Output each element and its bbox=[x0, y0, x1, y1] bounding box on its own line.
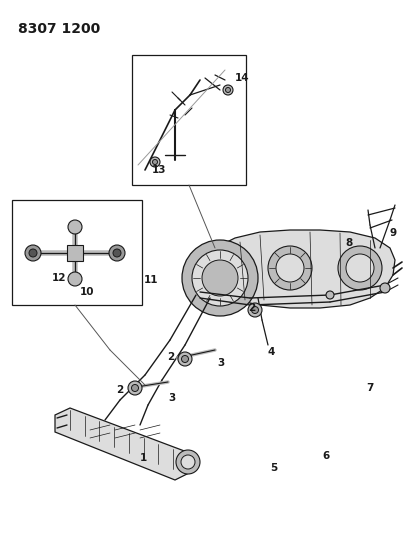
Circle shape bbox=[25, 245, 41, 261]
Circle shape bbox=[178, 352, 191, 366]
Text: 4: 4 bbox=[267, 347, 275, 357]
Text: 5: 5 bbox=[270, 463, 276, 473]
Text: 2: 2 bbox=[166, 352, 174, 362]
Circle shape bbox=[29, 249, 37, 257]
Polygon shape bbox=[184, 230, 394, 308]
Bar bbox=[132, 55, 245, 185]
Circle shape bbox=[275, 254, 303, 282]
Text: 2: 2 bbox=[247, 303, 255, 313]
Text: 10: 10 bbox=[80, 287, 94, 297]
Circle shape bbox=[175, 450, 200, 474]
Circle shape bbox=[325, 291, 333, 299]
Text: 9: 9 bbox=[389, 228, 396, 238]
Text: 12: 12 bbox=[52, 273, 66, 283]
Circle shape bbox=[182, 240, 257, 316]
Circle shape bbox=[128, 381, 142, 395]
Circle shape bbox=[247, 303, 261, 317]
Text: 1: 1 bbox=[139, 453, 147, 463]
Text: 8: 8 bbox=[344, 238, 351, 248]
Circle shape bbox=[109, 245, 125, 261]
Circle shape bbox=[68, 272, 82, 286]
Text: 3: 3 bbox=[216, 358, 224, 368]
Circle shape bbox=[152, 159, 157, 165]
Circle shape bbox=[202, 260, 237, 296]
Circle shape bbox=[225, 87, 230, 93]
Circle shape bbox=[150, 157, 160, 167]
Circle shape bbox=[345, 254, 373, 282]
Circle shape bbox=[180, 455, 195, 469]
Circle shape bbox=[337, 246, 381, 290]
Circle shape bbox=[181, 356, 188, 362]
Text: 14: 14 bbox=[234, 73, 249, 83]
Text: 11: 11 bbox=[144, 275, 158, 285]
Circle shape bbox=[68, 220, 82, 234]
Circle shape bbox=[222, 85, 232, 95]
Circle shape bbox=[131, 384, 138, 392]
Circle shape bbox=[379, 283, 389, 293]
Text: 8307 1200: 8307 1200 bbox=[18, 22, 100, 36]
Text: 2: 2 bbox=[116, 385, 123, 395]
Text: 13: 13 bbox=[152, 165, 166, 175]
Circle shape bbox=[113, 249, 121, 257]
Text: 7: 7 bbox=[365, 383, 373, 393]
Circle shape bbox=[251, 306, 258, 313]
Circle shape bbox=[191, 250, 247, 306]
Polygon shape bbox=[55, 408, 195, 480]
Circle shape bbox=[267, 246, 311, 290]
Text: 6: 6 bbox=[321, 451, 328, 461]
Bar bbox=[12, 200, 142, 305]
Text: 3: 3 bbox=[168, 393, 175, 403]
Bar bbox=[67, 245, 83, 261]
